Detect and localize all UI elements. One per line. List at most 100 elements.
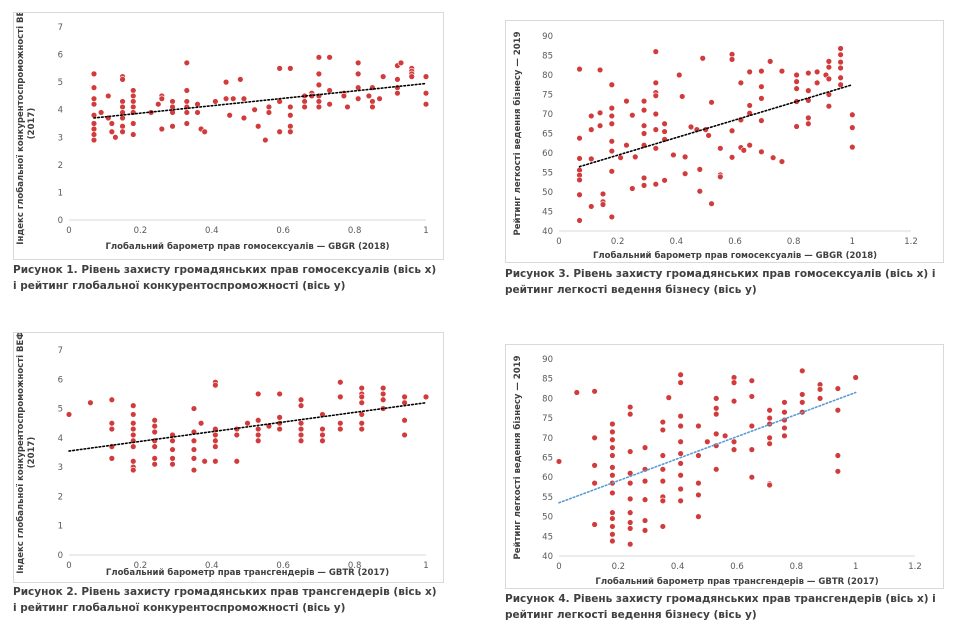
data-point [365,92,373,100]
data-point [659,418,667,426]
data-point [326,100,333,108]
x-tick-label: 1 [423,226,428,236]
y-tick-label: 5 [58,405,63,415]
data-point [805,120,812,127]
data-point [379,384,387,392]
data-point [297,402,305,409]
data-point [105,92,112,100]
y-tick-label: 85 [542,52,553,62]
data-point [65,411,73,418]
data-point [608,104,616,112]
data-point [287,112,294,119]
y-tick-label: 70 [542,434,553,444]
data-point [740,147,748,154]
data-point [169,455,176,462]
data-point [222,78,230,86]
data-point [87,399,94,406]
data-point [315,98,323,105]
y-tick-label: 85 [542,375,553,385]
data-point [609,531,616,538]
trend-line [68,401,427,452]
data-point [799,399,806,406]
y-tick-label: 1 [58,522,63,532]
data-point [337,425,344,433]
data-point [97,109,105,116]
data-point [319,437,326,444]
data-point [778,158,786,165]
data-point [376,95,383,102]
data-point [212,381,219,389]
data-point [190,455,198,462]
data-point [825,63,833,71]
data-point [337,379,344,386]
trend-line [93,82,427,119]
data-point [130,466,137,474]
data-point [721,432,729,440]
data-point [813,68,821,76]
data-point [90,70,98,78]
data-point [576,65,583,73]
data-point [90,84,98,91]
data-point [90,120,98,127]
x-tick-label: 0.6 [728,237,742,247]
chart-1-caption: Рисунок 1. Рівень захисту громадянських … [13,264,437,292]
data-point [825,102,833,110]
data-point [130,458,137,465]
data-point [401,393,408,401]
data-point [379,73,387,80]
data-point [287,123,294,130]
data-point [781,424,788,432]
data-point [793,78,800,85]
data-point [837,58,844,66]
y-tick-label: 0 [58,551,63,561]
x-tick-label: 0.8 [348,226,362,236]
y-tick-label: 80 [542,394,553,404]
data-point [713,395,720,402]
data-point [626,495,634,503]
data-point [354,59,362,67]
data-point [315,70,323,78]
data-point [401,417,408,424]
chart-3-caption: Рисунок 3. Рівень захисту громадянських … [505,268,936,296]
data-point [130,92,137,100]
data-point [665,394,672,401]
data-point [183,109,191,116]
data-point [326,54,333,61]
data-point [337,420,344,427]
data-point [588,112,595,120]
x-tick-label: 0.6 [276,226,290,236]
data-point [623,141,630,149]
data-point [422,100,430,108]
data-point [130,431,137,439]
data-point [834,468,842,475]
y-axis-title: Індекс глобальної конкурентоспроможності… [15,333,37,574]
y-tick-label: 70 [542,110,553,120]
chart-4-caption: Рисунок 4. Рівень захисту громадянських … [505,593,936,621]
data-point [661,177,668,184]
x-axis-title: Глобальний барометр прав гомосексуалів —… [593,250,877,261]
data-point [805,114,812,122]
data-point [315,81,323,89]
data-point [222,95,230,102]
data-point [201,458,208,465]
data-point [319,431,326,439]
data-point [608,168,616,175]
data-point [626,403,634,411]
chart-2-caption: Рисунок 2. Рівень захисту громадянських … [13,586,437,614]
data-point [255,123,262,130]
data-point [609,464,616,471]
data-point [626,448,634,455]
data-point [301,98,308,105]
data-point [591,388,598,395]
data-point [659,452,667,459]
x-tick-label: 0.4 [205,226,219,236]
data-point [676,71,683,79]
x-tick-label: 0 [556,562,561,572]
data-point [169,437,176,444]
data-point [659,466,667,473]
x-tick-label: 0.4 [205,561,219,571]
data-point [695,513,702,520]
data-point [766,481,773,489]
data-point [837,81,844,88]
data-point [677,412,684,420]
